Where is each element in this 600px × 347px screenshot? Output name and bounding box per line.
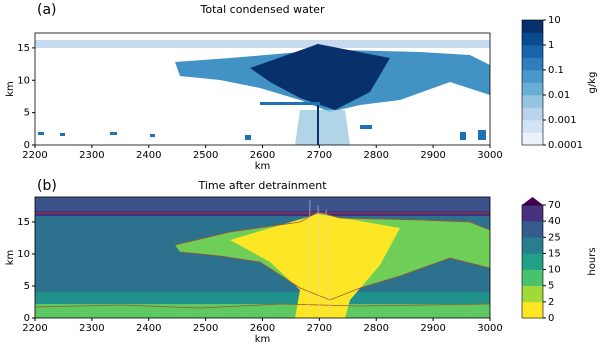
x-tick-label: 2600 (250, 323, 275, 334)
colorbar-tick-label: 25 (548, 232, 561, 243)
field-b (35, 197, 490, 318)
y-tick-label: 5 (24, 108, 30, 119)
x-tick-label: 2600 (250, 150, 275, 161)
x-tick-label: 3000 (477, 323, 502, 334)
x-tick-label: 2300 (79, 323, 104, 334)
y-tick-label: 0 (24, 313, 30, 324)
y-tick-label: 15 (17, 43, 30, 54)
colorbar-tick-label: 15 (548, 248, 561, 259)
x-tick-label: 2700 (307, 323, 332, 334)
x-tick-label: 2900 (420, 323, 445, 334)
y-tick-label: 10 (17, 249, 30, 260)
y-tick-label: 15 (17, 217, 30, 228)
chart-title: Total condensed water (200, 3, 325, 16)
colorbar-label: g/kg (587, 72, 598, 94)
colorbar-swatch (522, 82, 543, 96)
x-tick-label: 2300 (79, 150, 104, 161)
colorbar-tick-label: 10 (548, 15, 561, 26)
colorbar-swatch (522, 57, 543, 71)
colorbar-swatch (522, 45, 543, 58)
colorbar-swatch (522, 95, 543, 108)
colorbar-swatch (522, 301, 543, 319)
colorbar-tick-label: 0.001 (548, 115, 577, 126)
colorbar-swatch (522, 70, 543, 83)
colorbar-tick-label: 0.0001 (548, 140, 583, 151)
colorbar-swatch (522, 221, 543, 238)
colorbar-tick-label: 1 (548, 40, 554, 51)
colorbar-tick-label: 0.1 (548, 65, 564, 76)
x-axis-label: km (255, 334, 271, 345)
x-tick-label: 2400 (136, 150, 161, 161)
colorbar-extension (522, 197, 543, 205)
colorbar-swatch (522, 253, 543, 270)
colorbar-tick-label: 2 (548, 297, 554, 308)
colorbar-tick-label: 40 (548, 216, 561, 227)
x-axis-label: km (255, 161, 271, 172)
x-tick-label: 2500 (193, 323, 218, 334)
colorbar-swatch (522, 205, 543, 222)
y-axis-label: km (5, 250, 16, 266)
x-tick-label: 2800 (364, 323, 389, 334)
colorbar-swatch (522, 269, 543, 287)
x-tick-label: 2200 (22, 323, 47, 334)
colorbar-swatch (522, 107, 543, 121)
panel-label: (a) (37, 2, 57, 18)
colorbar-swatch (522, 237, 543, 254)
x-tick-label: 2400 (136, 323, 161, 334)
colorbar-swatch (522, 285, 543, 303)
colorbar-tick-label: 5 (548, 281, 554, 292)
colorbar-swatch (522, 32, 543, 46)
colorbar-swatch (522, 120, 543, 133)
x-tick-label: 2700 (307, 150, 332, 161)
colorbar-tick-label: 70 (548, 200, 561, 211)
colorbar-frame (521, 204, 544, 319)
chart-title: Time after detrainment (197, 179, 327, 192)
panel-label: (b) (37, 178, 57, 194)
y-tick-label: 10 (17, 75, 30, 86)
y-tick-label: 5 (24, 281, 30, 292)
colorbar-frame (521, 19, 544, 146)
colorbar-label: hours (587, 247, 598, 275)
x-tick-label: 2500 (193, 150, 218, 161)
y-axis-label: km (5, 81, 16, 97)
colorbar-tick-label: 10 (548, 265, 561, 276)
x-tick-label: 3000 (477, 150, 502, 161)
y-tick-label: 0 (24, 140, 30, 151)
x-tick-label: 2200 (22, 150, 47, 161)
colorbar-tick-label: 0 (548, 313, 554, 324)
x-tick-label: 2800 (364, 150, 389, 161)
field-a (35, 40, 490, 145)
colorbar-tick-label: 0.01 (548, 90, 570, 101)
x-tick-label: 2900 (420, 150, 445, 161)
colorbar-swatch (522, 132, 543, 146)
colorbar-swatch (522, 20, 543, 33)
